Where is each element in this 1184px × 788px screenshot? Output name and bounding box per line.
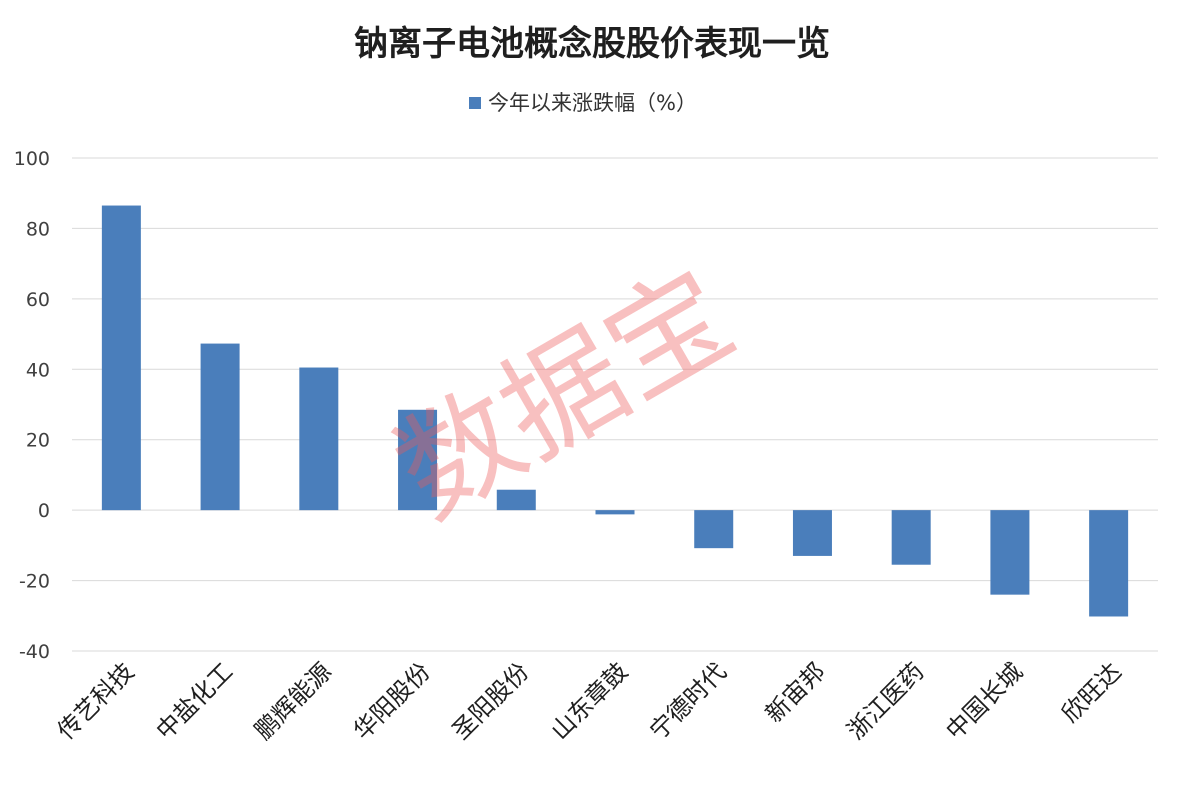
x-category-label: 中盐化工 — [151, 657, 239, 745]
x-category-label: 欣旺达 — [1056, 657, 1127, 728]
x-category-label: 宁德时代 — [644, 657, 732, 745]
x-category-label: 圣阳股份 — [447, 657, 535, 745]
x-category-label: 新宙邦 — [760, 657, 831, 728]
y-axis-ticks: 100 80 60 40 20 0 -20 -40 — [14, 148, 50, 663]
bar — [1089, 510, 1129, 617]
x-category-label: 传艺科技 — [52, 657, 140, 745]
legend-swatch — [469, 97, 481, 109]
bar — [200, 343, 240, 511]
bar — [891, 510, 931, 565]
bar — [792, 510, 832, 556]
x-category-label: 中国长城 — [940, 657, 1028, 745]
bar — [299, 367, 339, 511]
y-tick-label: -20 — [19, 571, 50, 593]
bars — [101, 205, 1129, 617]
y-tick-label: 60 — [26, 289, 50, 311]
y-tick-label: 40 — [26, 359, 50, 381]
bar — [398, 409, 438, 511]
chart-title: 钠离子电池概念股股价表现一览 — [354, 24, 830, 64]
y-tick-label: 0 — [38, 500, 50, 522]
bar — [496, 489, 536, 511]
y-tick-label: 100 — [14, 148, 50, 170]
legend: 今年以来涨跌幅（%） — [469, 91, 697, 115]
x-category-label: 鹏辉能源 — [249, 657, 337, 745]
y-tick-label: 80 — [26, 218, 50, 240]
category-labels: 传艺科技 中盐化工 鹏辉能源 华阳股份 圣阳股份 山东章鼓 宁德时代 新宙邦 浙江医药 中国长城欣… — [52, 657, 1127, 745]
x-category-label: 山东章鼓 — [546, 657, 634, 745]
x-category-label: 浙江医药 — [842, 657, 930, 745]
legend-label: 今年以来涨跌幅（%） — [488, 91, 697, 115]
bar — [990, 510, 1030, 595]
bar — [101, 205, 141, 511]
x-category-label: 华阳股份 — [348, 657, 436, 745]
bar — [595, 510, 635, 515]
y-tick-label: -40 — [19, 641, 50, 663]
bar — [694, 510, 734, 549]
watermark: 数据宝 — [374, 245, 755, 545]
y-tick-label: 20 — [26, 430, 50, 452]
